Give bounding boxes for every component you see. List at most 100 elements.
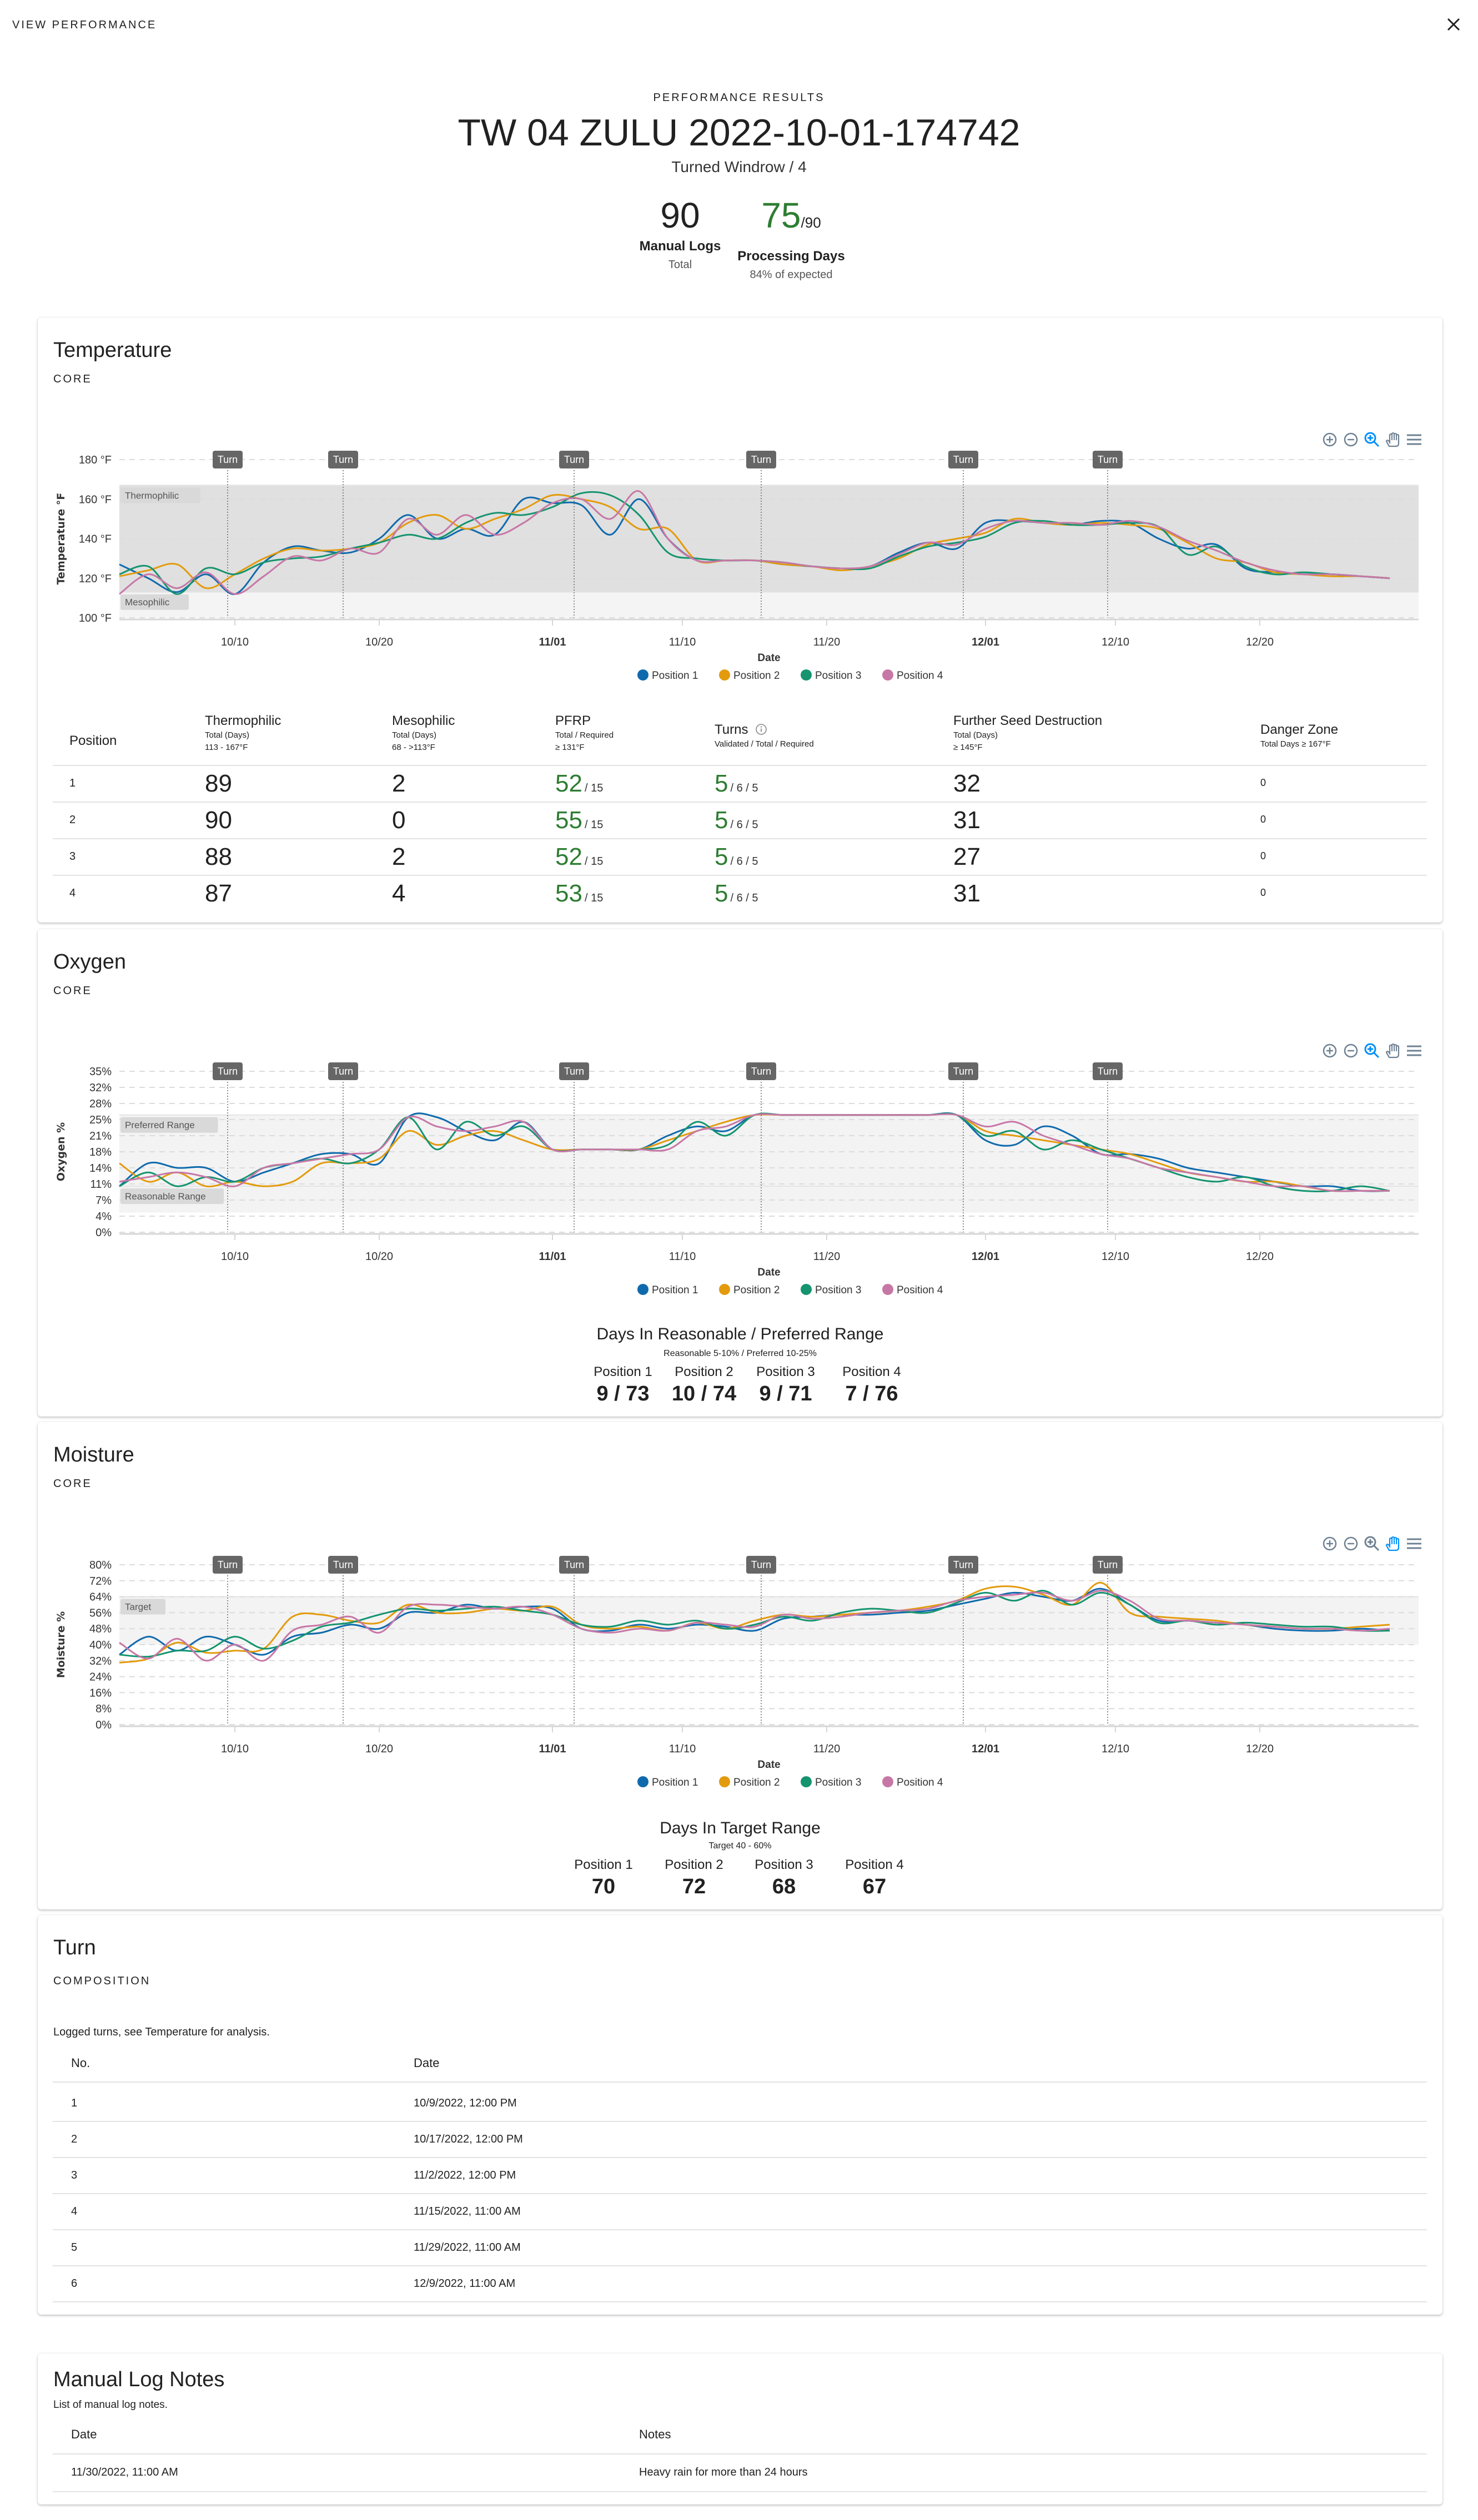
menu-button[interactable]: [1406, 1042, 1422, 1059]
selection-zoom-button[interactable]: [1364, 431, 1380, 448]
temperature-chart[interactable]: 100 °F 120 °F 140 °F 160 °F 180 °F Thermophil…: [38, 429, 1442, 689]
zoom-in-button[interactable]: [1321, 1042, 1338, 1059]
legend-item[interactable]: Position 1: [637, 1776, 698, 1788]
turns-cell: 5/ 6 / 5: [715, 807, 758, 839]
turn-note: Logged turns, see Temperature for analys…: [53, 2026, 270, 2038]
x-tick-label: 12/10: [1102, 1251, 1129, 1263]
turn-marker-label: Turn: [218, 1066, 238, 1077]
turn-marker-label-bg: [746, 1556, 776, 1574]
y-tick-label: 32%: [89, 1082, 112, 1094]
turn-card: Turn COMPOSITION Logged turns, see Tempe…: [38, 1915, 1442, 2315]
col-sub: 113 - 167°F: [205, 743, 248, 752]
seed-destruction-days: 31: [953, 807, 981, 834]
mesophilic-days: 0: [392, 807, 406, 834]
pan-hand-button[interactable]: [1385, 1042, 1401, 1059]
turn-marker-label-bg: [559, 1556, 589, 1574]
col-no: No.: [71, 2056, 91, 2070]
thermophilic-days: 89: [205, 770, 232, 797]
col-sub: Total (Days): [205, 730, 250, 740]
zoom-in-button[interactable]: [1321, 431, 1338, 448]
zoom-out-button[interactable]: [1343, 1042, 1359, 1059]
turn-date: 10/17/2022, 12:00 PM: [414, 2133, 523, 2145]
temperature-card: Temperature CORE 100 °F 120 °F 140 °F 160 °…: [38, 317, 1442, 923]
y-tick-label: 120 °F: [79, 573, 112, 585]
turn-marker-label: Turn: [953, 454, 973, 465]
legend-item[interactable]: Position 4: [882, 669, 943, 682]
x-tick-label: 10/10: [221, 1251, 249, 1263]
position-label: Position 3: [755, 1857, 813, 1872]
manual-logs-label: Manual Logs: [639, 239, 721, 254]
legend-label: Position 4: [897, 1777, 943, 1788]
x-tick-label: 10/10: [221, 1743, 249, 1755]
selection-zoom-button[interactable]: [1364, 1042, 1380, 1059]
turn-title: Turn: [53, 1936, 96, 1959]
processing-days-label: Processing Days: [737, 249, 845, 264]
processing-days-expected: /90: [801, 214, 821, 231]
oxygen-range-title: Days In Reasonable / Preferred Range: [596, 1325, 884, 1343]
pan-hand-button[interactable]: [1385, 1535, 1401, 1552]
moisture-title: Moisture: [53, 1443, 134, 1466]
selection-zoom-button[interactable]: [1364, 1535, 1380, 1552]
col-sub: Total / Required: [555, 730, 614, 740]
zoom-in-icon: [1323, 432, 1337, 447]
pfrp-required: / 15: [584, 892, 604, 904]
legend-item[interactable]: Position 3: [801, 669, 861, 682]
danger-zone-days: 0: [1260, 850, 1266, 861]
col-date: Date: [414, 2056, 440, 2070]
info-icon[interactable]: [755, 723, 767, 735]
mesophilic-days: 2: [392, 843, 406, 870]
x-tick-label: 12/10: [1102, 1743, 1129, 1755]
position-label: Position 2: [675, 1364, 733, 1379]
x-tick-label: 11/20: [813, 1743, 841, 1755]
legend-label: Position 3: [815, 1284, 861, 1296]
position-label: Position 3: [756, 1364, 815, 1379]
turns-total-required: / 6 / 5: [730, 892, 758, 904]
turns-validated: 5: [715, 770, 728, 797]
turn-marker-label: Turn: [751, 1559, 771, 1570]
legend-label: Position 1: [652, 1284, 698, 1296]
turn-marker-label-bg: [746, 451, 776, 468]
close-button[interactable]: [1442, 13, 1465, 36]
zoom-out-button[interactable]: [1343, 1535, 1359, 1552]
col-pfrp: PFRP Total / Required ≥ 131°F: [555, 713, 614, 754]
x-tick-label: 12/20: [1246, 636, 1274, 648]
legend-marker: [801, 1284, 812, 1295]
zoom-in-button[interactable]: [1321, 1535, 1338, 1552]
pan-hand-button[interactable]: [1385, 431, 1401, 448]
thermophilic-days: 88: [205, 843, 232, 870]
turn-marker-label-bg: [948, 451, 978, 468]
processing-days-stat: 75/90 Processing Days 84% of expected: [733, 194, 849, 281]
pan-hand-icon: [1385, 432, 1400, 447]
menu-button[interactable]: [1406, 431, 1422, 448]
y-tick-label: 0%: [95, 1227, 112, 1239]
legend-item[interactable]: Position 3: [801, 1776, 861, 1788]
legend-item[interactable]: Position 2: [719, 1776, 780, 1788]
legend-item[interactable]: Position 1: [637, 1284, 698, 1296]
legend-item[interactable]: Position 3: [801, 1284, 861, 1296]
turn-marker-label: Turn: [564, 1559, 584, 1570]
legend-label: Position 2: [733, 670, 780, 682]
turns-validated: 5: [715, 843, 728, 870]
danger-zone-days: 0: [1260, 887, 1266, 898]
turn-marker-label: Turn: [333, 1559, 353, 1570]
turn-marker-label: Turn: [751, 454, 771, 465]
menu-button[interactable]: [1406, 1535, 1422, 1552]
x-axis-title: Date: [757, 652, 780, 664]
position-label: Position 4: [845, 1857, 904, 1872]
legend-marker: [637, 1776, 648, 1787]
turn-date: 11/15/2022, 11:00 AM: [414, 2205, 521, 2217]
x-tick-label: 11/10: [669, 636, 696, 648]
x-tick-label: 11/20: [813, 1251, 841, 1263]
legend-item[interactable]: Position 4: [882, 1284, 943, 1296]
legend-item[interactable]: Position 2: [719, 669, 780, 682]
temperature-title: Temperature: [53, 339, 172, 362]
legend-item[interactable]: Position 2: [719, 1284, 780, 1296]
oxygen-chart[interactable]: 0% 4% 7% 11% 14% 18% 21% 25% 28% 32% 35% Preferred …: [38, 1040, 1442, 1301]
legend-item[interactable]: Position 1: [637, 669, 698, 682]
moisture-chart[interactable]: 0% 8% 16% 24% 32% 40% 48% 56% 64% 72% 80% Target Moi…: [38, 1533, 1442, 1794]
notes-subtitle: List of manual log notes.: [53, 2399, 168, 2411]
processing-days-sub: 84% of expected: [750, 269, 833, 281]
zoom-out-button[interactable]: [1343, 431, 1359, 448]
legend-marker: [801, 669, 812, 681]
legend-item[interactable]: Position 4: [882, 1776, 943, 1788]
